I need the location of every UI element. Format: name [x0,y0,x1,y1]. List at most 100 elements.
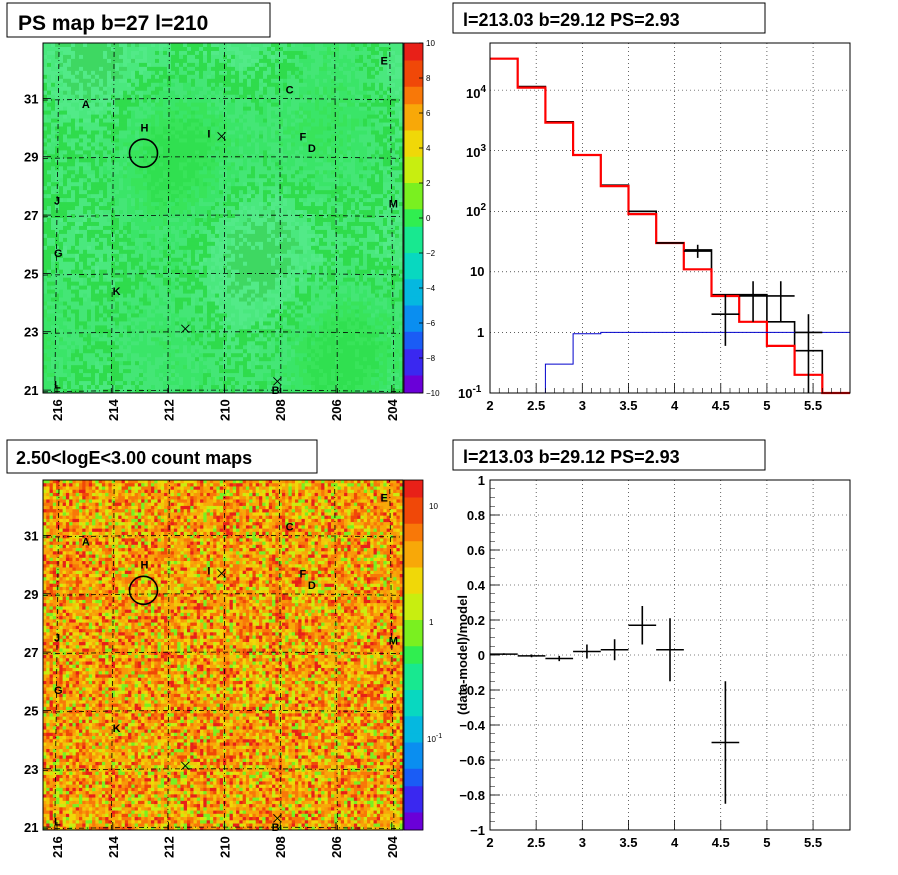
map-y-tick: 21 [24,820,38,835]
source-label-E: E [381,493,388,505]
source-label-A: A [82,536,90,548]
map-y-tick: 27 [24,645,38,660]
residual-y-tick: 0.6 [467,543,485,558]
map-x-tick: 208 [273,836,288,858]
ps-map-heatmap [43,43,403,393]
count-map-title: 2.50<logE<3.00 count maps [16,448,252,468]
ps-cbar-tick: 0 [426,214,431,223]
map-y-tick: 23 [24,762,38,777]
ps-cbar-tick: −2 [426,249,436,258]
map-x-tick: 208 [273,399,288,421]
residual-y-tick: 0.4 [467,578,486,593]
residual-title: l=213.03 b=29.12 PS=2.93 [463,447,680,467]
ps-cbar-tick: 6 [426,109,431,118]
spectrum-x-tick: 2.5 [527,398,545,413]
spectrum-x-tick: 3 [579,398,586,413]
spectrum-x-tick: 3.5 [619,398,637,413]
map-y-tick: 25 [24,703,38,718]
source-label-L: L [54,379,61,391]
ps-cbar-tick: −8 [426,354,436,363]
spec-ytick-1e3: 103 [466,143,486,160]
map-x-tick: 206 [329,399,344,421]
residual-y-tick: 1 [478,473,485,488]
map-x-tick: 216 [50,836,65,858]
residual-x-tick: 5 [763,835,770,850]
count-cbar-tick-10: 10 [429,502,438,511]
source-label-G: G [54,248,63,260]
map-y-tick: 31 [24,91,38,106]
residual-y-tick: −0.8 [459,788,485,803]
residual-x-tick: 4.5 [712,835,730,850]
source-label-B: B [272,822,280,834]
count-map-colorbar [404,480,423,830]
ps-map-title: PS map b=27 l=210 [18,12,208,35]
residual-y-tick: −0.6 [459,753,485,768]
count-map-heatmap [43,480,403,830]
spec-ytick-10: 10 [470,264,484,279]
map-x-tick: 216 [50,399,65,421]
spectrum-plot-area [490,43,850,393]
count-cbar-tick-1: 1 [429,618,434,627]
residual-x-tick: 3 [579,835,586,850]
ps-cbar-tick: 8 [426,74,431,83]
residual-y-tick: 0 [478,648,485,663]
source-label-A: A [82,99,90,111]
map-x-tick: 214 [106,836,121,858]
count-map-panel: 2.50<logE<3.00 count maps 10 1 10-1 216 2… [7,440,442,858]
residual-x-tick: 2.5 [527,835,545,850]
map-y-tick: 31 [24,528,38,543]
source-label-L: L [54,816,61,828]
spectrum-x-tick: 5 [763,398,770,413]
source-label-I: I [207,565,210,577]
source-label-D: D [308,580,316,592]
spec-ytick-1e4: 104 [466,84,486,101]
source-label-H: H [141,560,149,572]
map-y-tick: 23 [24,325,38,340]
source-label-J: J [54,196,60,208]
spec-ytick-1e2: 102 [466,202,486,219]
map-y-tick: 27 [24,208,38,223]
residual-x-tick: 2 [486,835,493,850]
map-x-tick: 210 [217,836,232,858]
map-y-tick: 21 [24,383,38,398]
map-x-tick: 204 [385,399,400,421]
residual-y-tick: −1 [470,823,485,838]
spectrum-x-tick: 2 [486,398,493,413]
residual-y-tick: −0.4 [459,718,485,733]
map-x-tick: 212 [162,836,177,858]
source-label-K: K [113,723,121,735]
figure-canvas: PS map b=27 l=210 10 8 6 4 2 0 −2 −4 −6 −8 −1 0 216… [0,0,898,875]
spectrum-panel: l=213.03 b=29.12 PS=2.93 2 2.5 3 3.5 4 4.5 5 5.… [453,3,850,413]
spec-ytick-1e-1: 10-1 [458,384,482,401]
source-label-H: H [141,123,149,135]
source-label-G: G [54,685,63,697]
map-x-tick: 212 [162,399,177,421]
ps-cbar-tick: −6 [426,319,436,328]
source-label-C: C [286,85,294,97]
spec-ytick-1: 1 [477,325,484,340]
ps-cbar-tick: −4 [426,284,436,293]
map-x-tick: 214 [106,399,121,421]
residual-panel: l=213.03 b=29.12 PS=2.93 2 2.5 3 3.5 4 4.5 5 5.… [453,440,850,850]
source-label-F: F [300,131,307,143]
map-y-tick: 29 [24,587,38,602]
map-x-tick: 210 [217,399,232,421]
source-label-M: M [389,635,398,647]
source-label-F: F [300,568,307,580]
map-x-tick: 204 [385,836,400,858]
source-label-E: E [381,56,388,68]
ps-cbar-tick: 10 [426,39,435,48]
spectrum-y-ticks: 104 103 102 10 1 10-1 [458,84,486,401]
ps-cbar-tick: 2 [426,179,431,188]
count-map-colorbar-ticks: 10 1 10-1 [427,502,442,744]
spectrum-x-tick: 5.5 [804,398,822,413]
residual-ylabel: (data-model)/model [455,595,470,715]
map-y-tick: 25 [24,266,38,281]
ps-cbar-tick: 4 [426,144,431,153]
residual-x-tick: 3.5 [619,835,637,850]
spectrum-title: l=213.03 b=29.12 PS=2.93 [463,10,680,30]
residual-x-tick: 4 [671,835,679,850]
map-x-tick: 206 [329,836,344,858]
source-label-J: J [54,633,60,645]
